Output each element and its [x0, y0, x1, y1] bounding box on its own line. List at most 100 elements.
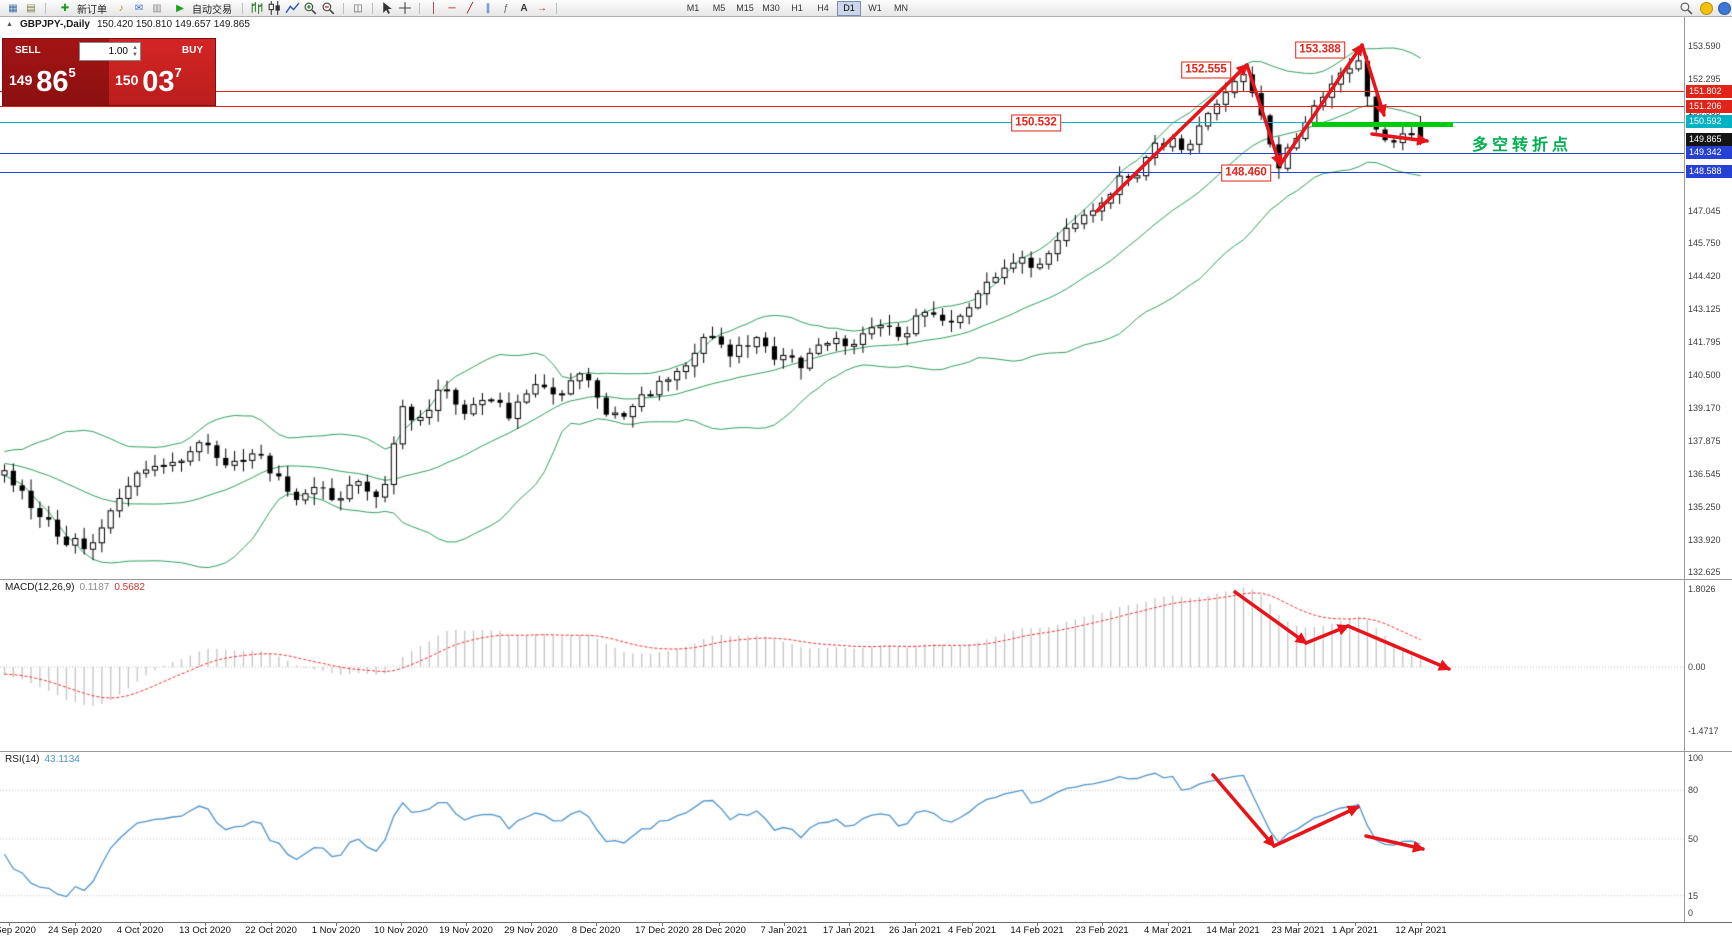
sell-button[interactable]: SELL: [9, 42, 47, 58]
zoom-in-icon[interactable]: [303, 1, 319, 15]
price-tag-149.865: 149.865: [1686, 133, 1732, 147]
price-callout[interactable]: 150.532: [1011, 114, 1061, 132]
time-axis-tick: [336, 922, 337, 926]
pane-separator-macd[interactable]: [0, 579, 1732, 580]
time-axis-tick: [1037, 922, 1038, 926]
horizontal-line-object[interactable]: [0, 172, 1684, 173]
time-axis-tick: [849, 922, 850, 926]
autotrading-label: 自动交易: [192, 4, 232, 16]
time-axis-label: 17 Dec 2020: [635, 925, 689, 936]
time-axis-label: 12 Apr 2021: [1395, 925, 1447, 936]
vertical-line-icon[interactable]: │: [430, 2, 438, 14]
candlestick-chart-icon[interactable]: [267, 1, 283, 15]
autotrading-icon: ▶: [176, 2, 184, 14]
time-axis-tick: [662, 922, 663, 926]
search-icon[interactable]: [1678, 1, 1694, 15]
price-axis-divider[interactable]: [1684, 16, 1685, 922]
time-axis-tick: [466, 922, 467, 926]
horizontal-line-icon[interactable]: ─: [448, 2, 456, 14]
alert-sound-icon[interactable]: ♪: [118, 2, 124, 14]
support-line-object[interactable]: [1312, 122, 1453, 127]
toolbar-separator: [343, 2, 344, 14]
community-icon[interactable]: [1700, 1, 1713, 15]
timeframe-button-mn[interactable]: MN: [894, 2, 908, 13]
timeframe-button-m15[interactable]: M15: [736, 2, 754, 13]
new-order-button[interactable]: ✚ 新订单: [51, 1, 112, 16]
rsi-axis-label: 0: [1688, 908, 1694, 918]
time-axis-tick: [915, 922, 916, 926]
bar-chart-icon[interactable]: [249, 1, 265, 15]
time-axis-label: 17 Jan 2021: [822, 925, 876, 936]
timeframe-button-h1[interactable]: H1: [791, 2, 803, 13]
text-label-icon[interactable]: A: [520, 2, 528, 14]
macd-axis-label: 1.8026: [1688, 584, 1716, 594]
price-callout[interactable]: 153.388: [1295, 41, 1345, 59]
price-axis-label: 136.545: [1688, 469, 1721, 480]
price-axis-label: 153.590: [1688, 41, 1721, 52]
line-chart-icon[interactable]: [285, 1, 301, 15]
toolbar-separator: [419, 2, 420, 14]
time-axis-label: 1 Nov 2020: [311, 925, 361, 936]
zoom-out-icon[interactable]: [321, 1, 337, 15]
rsi-panel-canvas[interactable]: [0, 752, 1684, 922]
mailbox-icon[interactable]: ✉: [134, 2, 144, 14]
toolbar: ▦ ▤ ✚ 新订单 ♪ ✉ ▥ ▶ 自动交易: [0, 0, 1732, 17]
time-axis-tick: [271, 922, 272, 926]
time-axis-tick: [401, 922, 402, 926]
time-axis-tick: [596, 922, 597, 926]
volume-input[interactable]: 1.00 ▲ ▼: [79, 42, 141, 61]
fibonacci-icon[interactable]: ƒ: [503, 2, 509, 14]
rsi-axis-label: 50: [1688, 834, 1699, 844]
toolbar-separator: [45, 2, 46, 14]
buy-button[interactable]: BUY: [176, 42, 209, 58]
price-axis-label: 133.920: [1688, 534, 1721, 545]
toolbar-right-group: [1677, 1, 1732, 15]
time-axis-tick: [531, 922, 532, 926]
tile-windows-icon[interactable]: ◫: [353, 2, 363, 14]
horizontal-line-object[interactable]: [0, 91, 1684, 92]
time-axis-label: 28 Dec 2020: [692, 925, 746, 936]
ask-price[interactable]: 150 037: [115, 65, 182, 98]
timeframe-button-m1[interactable]: M1: [686, 2, 700, 13]
channel-icon[interactable]: ∥: [485, 2, 491, 14]
timeframe-button-m30[interactable]: M30: [762, 2, 780, 13]
time-axis-label: 13 Oct 2020: [179, 925, 231, 936]
price-tag-151.206: 151.206: [1686, 99, 1732, 113]
annotation-text[interactable]: 多空转折点: [1472, 137, 1573, 154]
macd-axis-label: 0.00: [1688, 662, 1706, 672]
news-icon[interactable]: ▥: [152, 2, 162, 14]
timeframe-button-h4[interactable]: H4: [817, 2, 829, 13]
macd-panel-canvas[interactable]: [0, 580, 1684, 751]
price-axis-label: 132.625: [1688, 567, 1721, 578]
arrow-tool-icon[interactable]: →: [537, 2, 547, 14]
time-axis-label: 10 Nov 2020: [374, 925, 428, 936]
autotrading-button[interactable]: ▶ 自动交易: [166, 1, 237, 16]
time-axis-label: 24 Sep 2020: [48, 925, 102, 936]
help-icon[interactable]: [1718, 1, 1731, 15]
cursor-icon[interactable]: [379, 1, 395, 15]
price-tag-150.592: 150.592: [1686, 115, 1732, 129]
crosshair-icon[interactable]: [397, 1, 413, 15]
trendline-icon[interactable]: ╱: [466, 2, 474, 14]
time-axis-tick: [205, 922, 206, 926]
price-chart-canvas[interactable]: [0, 16, 1684, 579]
rsi-label: RSI(14) 43.1134: [5, 754, 80, 765]
time-axis-label: 1 Apr 2021: [1332, 925, 1378, 936]
timeframe-button-d1[interactable]: D1: [837, 0, 861, 16]
bid-price[interactable]: 149 865: [9, 65, 76, 98]
horizontal-line-object[interactable]: [0, 122, 1684, 123]
volume-spinner[interactable]: ▲ ▼: [132, 44, 138, 58]
horizontal-line-object[interactable]: [0, 153, 1684, 154]
one-click-collapse-icon[interactable]: ▲: [6, 21, 13, 28]
new-chart-icon[interactable]: ▦: [8, 2, 18, 14]
chart-profiles-icon[interactable]: ▤: [26, 2, 36, 14]
price-callout[interactable]: 152.555: [1181, 61, 1231, 79]
time-axis-label: 22 Oct 2020: [245, 925, 297, 936]
horizontal-line-object[interactable]: [0, 106, 1684, 107]
pane-separator-rsi[interactable]: [0, 751, 1732, 752]
price-axis-label: 145.750: [1688, 238, 1721, 249]
price-callout[interactable]: 148.460: [1221, 164, 1271, 182]
timeframe-button-m5[interactable]: M5: [712, 2, 726, 13]
time-axis-tick: [1421, 922, 1422, 926]
timeframe-button-w1[interactable]: W1: [868, 2, 882, 13]
